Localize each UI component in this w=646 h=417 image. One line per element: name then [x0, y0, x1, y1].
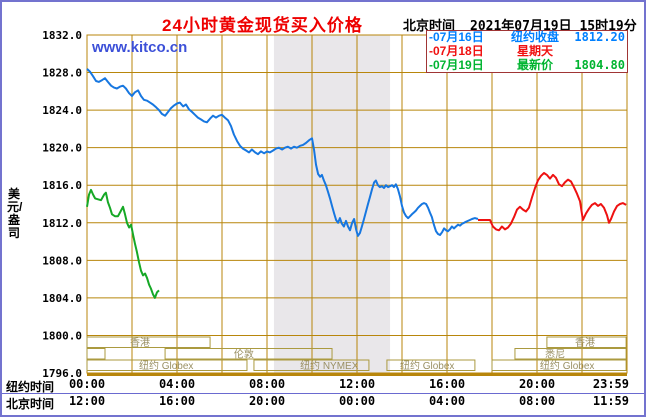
y-tick-label: 1796.0: [42, 367, 82, 380]
time-rows-divider: [2, 393, 644, 394]
bj-time-tick: 12:00: [69, 394, 105, 408]
bj-time-tick: 20:00: [249, 394, 285, 408]
ny-time-tick: 08:00: [249, 377, 285, 391]
legend-date: -07月19日: [429, 57, 499, 72]
y-tick-label: 1824.0: [42, 104, 82, 117]
kitco-watermark: www.kitco.cn: [92, 39, 188, 56]
session-label: 悉尼: [545, 349, 565, 361]
legend-label: 星期天: [516, 43, 553, 58]
bj-time-row-label: 北京时间: [6, 397, 55, 411]
bj-time-tick: 04:00: [429, 394, 465, 408]
y-tick-label: 1808.0: [42, 254, 82, 267]
y-tick-label: 1820.0: [42, 142, 82, 155]
y-tick-label: 1804.0: [42, 292, 82, 305]
session-label: 纽约 Globex: [400, 359, 454, 372]
ny-time-tick: 20:00: [519, 377, 555, 391]
legend-date: -07月18日: [429, 43, 499, 58]
price-line-2: [86, 188, 160, 299]
ny-time-row-label: 纽约时间: [6, 380, 55, 394]
session-bar: [386, 359, 476, 371]
bj-time-tick: 00:00: [339, 394, 375, 408]
session-label: 纽约 Globex: [139, 359, 193, 372]
session-bar: [86, 336, 211, 348]
session-bar: [253, 359, 370, 371]
legend-row-friday-close: -07月16日 纽约收盘 1812.20: [429, 31, 625, 44]
price-line-1: [478, 172, 627, 232]
ny-time-tick: 00:00: [69, 377, 105, 391]
session-label: 纽约 NYMEX: [300, 359, 359, 372]
legend-label: 纽约收盘: [510, 30, 559, 45]
session-bar: [86, 348, 106, 360]
legend-label: 最新价: [516, 57, 553, 72]
session-label: 伦敦: [234, 348, 254, 361]
legend-date-text: 07月16日: [433, 30, 484, 45]
session-label: 香港: [130, 337, 150, 349]
session-label: 纽约 Globex: [540, 359, 594, 372]
timezone-label: 北京时间: [403, 18, 456, 33]
legend-date-text: 07月18日: [433, 43, 484, 58]
y-tick-label: 1816.0: [42, 179, 82, 192]
ny-time-tick: 12:00: [339, 377, 375, 391]
y-tick-label: 1812.0: [42, 217, 82, 230]
legend-box: -07月16日 纽约收盘 1812.20 -07月18日 星期天 -07月19日…: [426, 30, 628, 73]
ny-time-tick: 04:00: [159, 377, 195, 391]
y-tick-label: 1832.0: [42, 29, 82, 42]
y-tick-label: 1828.0: [42, 67, 82, 80]
legend-dash-icon: -: [429, 30, 433, 45]
bj-time-tick: 16:00: [159, 394, 195, 408]
session-bar: [86, 359, 248, 371]
ny-time-tick: 23:59: [593, 377, 629, 391]
session-bar: [546, 336, 627, 348]
session-bar: [514, 348, 627, 360]
session-bar: [491, 359, 627, 371]
legend-row-latest: -07月19日 最新价 1804.80: [429, 57, 625, 72]
legend-date: -07月16日: [429, 31, 499, 44]
page-title: 24小时黄金现货买入价格: [162, 16, 363, 35]
session-bar: [164, 348, 333, 360]
ny-time-tick: 16:00: [429, 377, 465, 391]
bj-time-tick: 08:00: [519, 394, 555, 408]
legend-row-sunday: -07月18日 星期天: [429, 43, 625, 58]
legend-dash-icon: -: [429, 43, 433, 58]
legend-value: 1804.80: [574, 57, 625, 72]
legend-value: 1812.20: [574, 30, 625, 45]
price-line-0: [86, 68, 479, 237]
legend-date-text: 07月19日: [433, 57, 484, 72]
legend-dash-icon: -: [429, 57, 433, 72]
y-tick-label: 1800.0: [42, 329, 82, 342]
x-axis-line: [87, 373, 627, 376]
y-axis-unit-label: 美元/盎司: [7, 187, 23, 240]
bj-time-tick: 11:59: [593, 394, 629, 408]
session-label: 香港: [575, 337, 595, 349]
